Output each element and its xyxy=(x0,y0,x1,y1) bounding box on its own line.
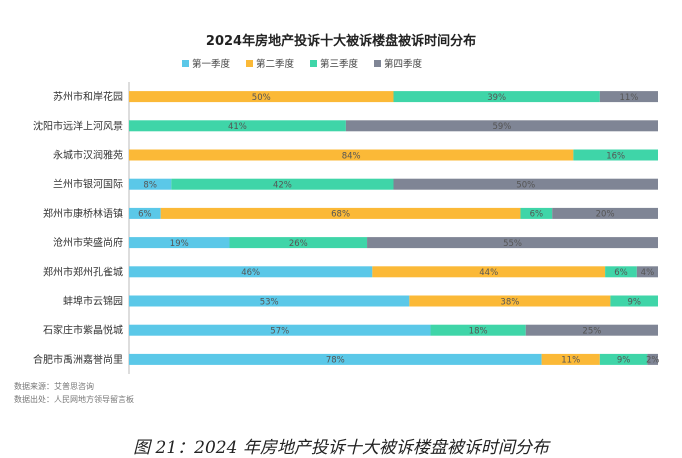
data-label: 57% xyxy=(270,327,289,337)
data-label: 6% xyxy=(138,210,152,220)
bar-segment xyxy=(129,207,161,219)
bar-segment xyxy=(171,178,394,190)
legend-item-1: 第一季度 xyxy=(182,56,230,70)
bar-segment xyxy=(129,324,431,336)
data-label: 16% xyxy=(606,151,625,161)
data-label: 6% xyxy=(614,268,628,278)
bar-segment xyxy=(541,353,600,365)
data-label: 84% xyxy=(342,151,361,161)
data-label: 11% xyxy=(561,356,580,366)
data-label: 18% xyxy=(469,327,488,337)
bar-segment xyxy=(229,237,368,249)
legend-label: 第四季度 xyxy=(384,59,423,70)
legend-item-3: 第三季度 xyxy=(310,56,358,70)
data-label: 19% xyxy=(170,239,189,249)
category-label: 石家庄市紫晶悦城 xyxy=(43,324,123,337)
source-note: 数据来源：艾普思咨询 xyxy=(14,382,94,391)
figure-caption: 图 21：2024 年房地产投诉十大被诉楼盘被诉时间分布 xyxy=(133,438,549,458)
bar-segment xyxy=(367,237,658,249)
data-label: 50% xyxy=(516,181,535,191)
bar-segment xyxy=(636,266,658,278)
bar-segment xyxy=(129,353,542,365)
bar-segment xyxy=(599,353,648,365)
bar-segment xyxy=(520,207,553,219)
bar-segment xyxy=(129,178,172,190)
category-label: 郑州市郑州孔雀城 xyxy=(43,265,123,278)
data-label: 50% xyxy=(252,93,271,103)
category-label: 永城市汉润雅苑 xyxy=(53,149,123,162)
data-label: 4% xyxy=(641,268,655,278)
bar-segment xyxy=(393,91,600,103)
data-label: 78% xyxy=(326,356,345,366)
data-label: 8% xyxy=(143,181,157,191)
data-label: 25% xyxy=(582,327,601,337)
legend-item-2: 第二季度 xyxy=(246,56,294,70)
legend-swatch xyxy=(246,59,254,67)
bar-segment xyxy=(129,120,346,132)
plot-area: 苏州市和岸花园 50% 39% 11% 沈阳市远洋上河风景 41% 59% 永城市汉润雅苑 84… xyxy=(33,82,660,374)
bar-segment xyxy=(610,295,658,307)
chart-title: 2024年房地产投诉十大被诉楼盘被诉时间分布 xyxy=(205,34,477,49)
bar-segment xyxy=(573,149,658,161)
category-label: 兰州市银河国际 xyxy=(53,178,123,191)
data-label: 20% xyxy=(596,210,615,220)
bar-segment xyxy=(129,266,373,278)
category-label: 沧州市荣盛尚府 xyxy=(53,236,123,249)
data-label: 41% xyxy=(228,122,247,132)
legend-swatch xyxy=(182,59,189,67)
legend-item-4: 第四季度 xyxy=(374,56,422,70)
data-label: 9% xyxy=(617,356,631,366)
legend-label: 第三季度 xyxy=(320,59,359,70)
data-label: 42% xyxy=(273,181,292,191)
legend: 第一季度 第二季度 第三季度 第四季度 xyxy=(182,56,422,70)
data-label: 6% xyxy=(530,210,544,220)
bar-segment xyxy=(647,353,658,365)
data-label: 9% xyxy=(627,297,641,307)
category-label: 苏州市和岸花园 xyxy=(53,90,123,103)
data-label: 59% xyxy=(492,122,511,132)
legend-label: 第一季度 xyxy=(192,59,231,70)
data-label: 2% xyxy=(646,356,660,366)
category-label: 郑州市康桥林语镇 xyxy=(43,207,123,220)
bar-segment xyxy=(345,120,658,132)
bar-segment xyxy=(525,324,658,336)
data-label: 11% xyxy=(619,93,638,103)
data-label: 39% xyxy=(487,93,506,103)
category-label: 合肥市禹洲嘉誉尚里 xyxy=(33,353,123,366)
category-label: 蚌埠市云锦园 xyxy=(63,295,123,308)
bar-segment xyxy=(160,207,521,219)
bar-segment xyxy=(129,91,394,103)
bar-segment xyxy=(393,178,658,190)
data-label: 44% xyxy=(479,268,498,278)
legend-label: 第二季度 xyxy=(256,59,295,70)
bar-segment xyxy=(605,266,637,278)
bar-segment xyxy=(430,324,526,336)
bar-segment xyxy=(599,91,658,103)
bar-segment xyxy=(552,207,658,219)
origin-note: 数据出处：人民网地方领导留言板 xyxy=(14,395,134,404)
data-label: 38% xyxy=(500,297,519,307)
data-label: 53% xyxy=(260,297,279,307)
data-label: 26% xyxy=(289,239,308,249)
data-label: 46% xyxy=(241,268,260,278)
bar-segment xyxy=(409,295,611,307)
notes: 数据来源：艾普思咨询 数据出处：人民网地方领导留言板 xyxy=(14,380,134,406)
bar-segment xyxy=(372,266,606,278)
bar-segment xyxy=(129,295,410,307)
legend-swatch xyxy=(310,59,318,67)
category-label: 沈阳市远洋上河风景 xyxy=(33,119,123,132)
bar-segment xyxy=(129,237,230,249)
bar-segment xyxy=(129,149,574,161)
legend-swatch xyxy=(374,59,382,67)
data-label: 68% xyxy=(331,210,350,220)
data-label: 55% xyxy=(503,239,522,249)
